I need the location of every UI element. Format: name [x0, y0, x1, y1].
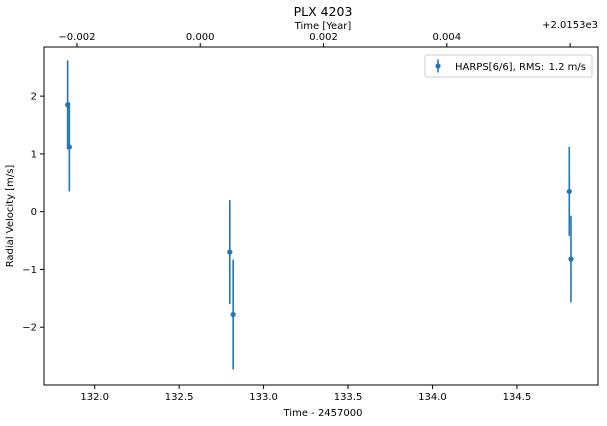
legend-label: HARPS[6/6], RMS:	[455, 62, 544, 73]
legend-value: 1.2 m/s	[549, 62, 586, 73]
data-point	[230, 311, 236, 318]
top-tick-label: 0.002	[309, 32, 338, 43]
legend: HARPS[6/6], RMS: 1.2 m/s	[424, 54, 593, 78]
top-tick-label: −0.002	[58, 32, 95, 43]
y-tick-label: 0	[31, 207, 37, 218]
data-point	[66, 144, 72, 150]
top-tick-label: 0.004	[433, 32, 462, 43]
top-tick-label: 0.000	[186, 32, 215, 43]
top-axis-offset-label: +2.0153e3	[542, 20, 598, 31]
chart-title: PLX 4203	[294, 4, 353, 19]
data-point	[566, 188, 572, 195]
data-point	[227, 249, 233, 255]
y-tick-label: 1	[31, 149, 37, 160]
y-tick-label: −1	[22, 265, 37, 276]
x-tick-label: 133.5	[334, 392, 363, 403]
y-tick-label: −2	[22, 323, 37, 334]
y-axis-label: Radial Velocity [m/s]	[5, 165, 16, 268]
legend-marker	[435, 63, 441, 69]
top-x-axis-label: Time [Year]	[294, 21, 352, 32]
x-tick-label: 132.5	[165, 392, 194, 403]
x-tick-label: 133.0	[249, 392, 278, 403]
x-tick-label: 134.0	[418, 392, 447, 403]
data-point	[568, 256, 574, 262]
x-tick-label: 134.5	[503, 392, 532, 403]
marks-layer	[65, 60, 574, 370]
ticks-layer: 132.0 132.5 133.0 133.5 134.0 134.5 −2 −1 0 1 2 −0.…	[22, 32, 571, 403]
legend-box	[424, 54, 593, 78]
y-tick-label: 2	[31, 92, 37, 103]
plot-frame	[43, 46, 599, 386]
x-tick-label: 132.0	[80, 392, 109, 403]
x-axis-label: Time - 2457000	[283, 408, 363, 419]
